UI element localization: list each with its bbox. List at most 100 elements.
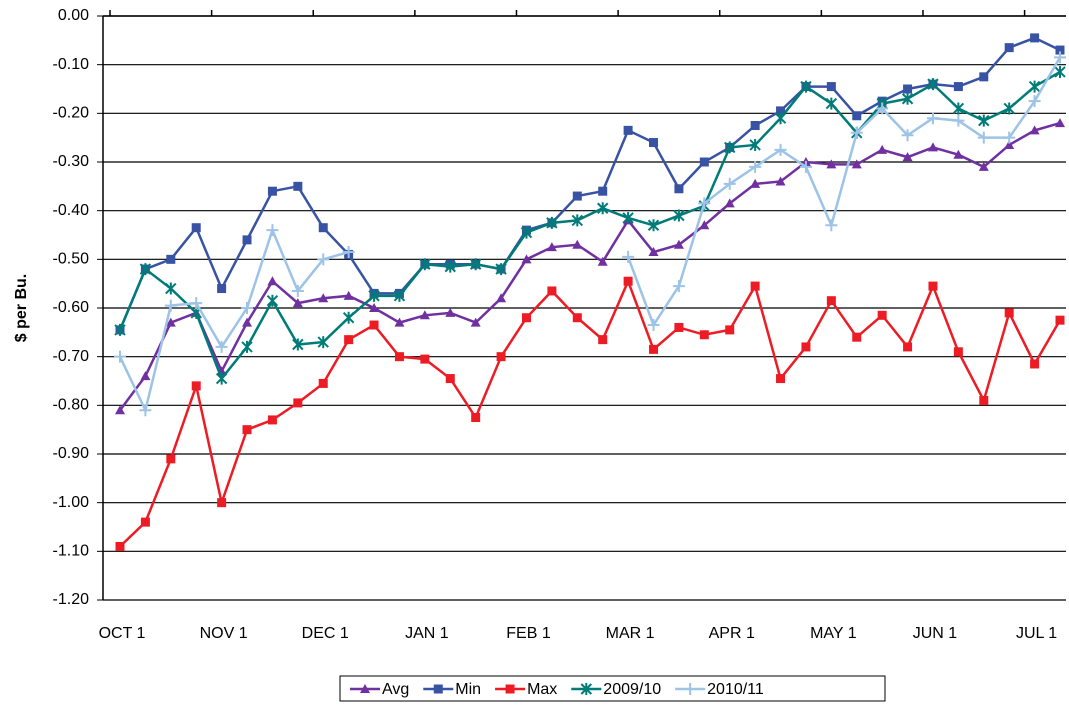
marker — [419, 310, 430, 320]
marker — [698, 197, 711, 210]
marker — [1004, 43, 1014, 53]
marker — [344, 335, 354, 345]
x-tick-label: JUN 1 — [913, 625, 958, 642]
marker — [850, 126, 863, 139]
marker — [444, 260, 456, 273]
marker — [622, 250, 635, 263]
legend-label: Max — [527, 681, 557, 698]
y-tick-label: -0.70 — [53, 348, 90, 365]
marker — [217, 284, 227, 294]
y-tick-label: -0.90 — [53, 445, 90, 462]
marker — [1004, 139, 1015, 149]
marker — [293, 181, 303, 191]
marker — [115, 541, 125, 551]
y-tick-label: 0.00 — [58, 7, 89, 24]
marker — [953, 82, 963, 92]
legend-label: Avg — [382, 681, 409, 698]
marker — [674, 322, 684, 332]
marker — [774, 143, 787, 156]
legend-marker — [580, 683, 593, 695]
legend-marker — [360, 684, 370, 693]
marker — [673, 209, 685, 222]
marker — [241, 302, 254, 314]
marker — [1003, 131, 1016, 144]
y-tick-label: -0.20 — [53, 105, 90, 122]
marker — [648, 247, 659, 257]
marker — [596, 202, 609, 215]
x-tick-label: OCT 1 — [99, 625, 146, 642]
marker — [826, 82, 836, 92]
y-tick-label: -0.30 — [53, 153, 90, 170]
marker — [317, 336, 329, 349]
y-tick-label: -1.20 — [53, 591, 90, 608]
marker — [852, 332, 862, 342]
marker — [953, 347, 963, 357]
y-tick-label: -0.50 — [53, 251, 90, 268]
marker — [521, 254, 532, 264]
y-tick-label: -0.40 — [53, 202, 90, 219]
marker — [267, 415, 277, 425]
legend-marker — [433, 684, 443, 694]
marker — [776, 106, 786, 116]
y-axis-label: $ per Bu. — [13, 274, 30, 342]
marker — [267, 276, 278, 286]
marker — [546, 242, 557, 252]
marker — [672, 280, 685, 293]
marker — [165, 317, 176, 327]
x-tick-label: FEB 1 — [506, 625, 551, 642]
marker — [394, 317, 405, 327]
marker — [1055, 118, 1065, 128]
marker — [826, 159, 837, 169]
marker — [572, 313, 582, 323]
marker — [546, 216, 558, 229]
marker — [292, 338, 304, 351]
marker — [572, 239, 583, 249]
marker — [1029, 125, 1040, 135]
legend-label: 2009/10 — [603, 681, 661, 698]
marker — [903, 84, 913, 94]
marker — [393, 289, 406, 302]
x-tick-label: MAR 1 — [606, 625, 655, 642]
marker — [674, 184, 684, 194]
marker — [750, 281, 760, 291]
marker — [1054, 51, 1066, 64]
y-tick-label: -1.10 — [53, 543, 90, 560]
marker — [699, 220, 710, 230]
marker — [521, 313, 531, 323]
marker — [724, 198, 735, 208]
marker — [623, 276, 633, 286]
marker — [699, 157, 709, 167]
marker — [851, 159, 862, 169]
marker — [470, 317, 481, 327]
marker — [1003, 102, 1015, 115]
x-tick-label: JUL 1 — [1016, 625, 1057, 642]
marker — [825, 97, 838, 110]
marker — [496, 352, 506, 362]
marker — [775, 176, 786, 186]
marker — [1030, 359, 1040, 369]
marker — [571, 214, 584, 227]
marker — [647, 319, 660, 332]
marker — [291, 284, 304, 297]
x-tick-label: JAN 1 — [405, 625, 449, 642]
marker — [673, 239, 684, 249]
y-tick-label: -0.60 — [53, 299, 90, 316]
marker — [953, 149, 964, 159]
marker — [266, 224, 279, 237]
marker — [115, 405, 125, 415]
x-tick-label: NOV 1 — [200, 625, 248, 642]
marker — [978, 161, 989, 171]
marker — [114, 350, 126, 363]
marker — [825, 219, 838, 232]
marker — [799, 160, 812, 173]
marker — [597, 256, 608, 266]
y-tick-label: -0.10 — [53, 56, 90, 73]
marker — [1028, 80, 1041, 93]
marker — [267, 186, 277, 196]
x-tick-label: APR 1 — [709, 625, 755, 642]
legend-marker — [684, 683, 697, 695]
marker — [623, 125, 633, 135]
marker — [903, 342, 913, 352]
marker — [1028, 95, 1041, 108]
